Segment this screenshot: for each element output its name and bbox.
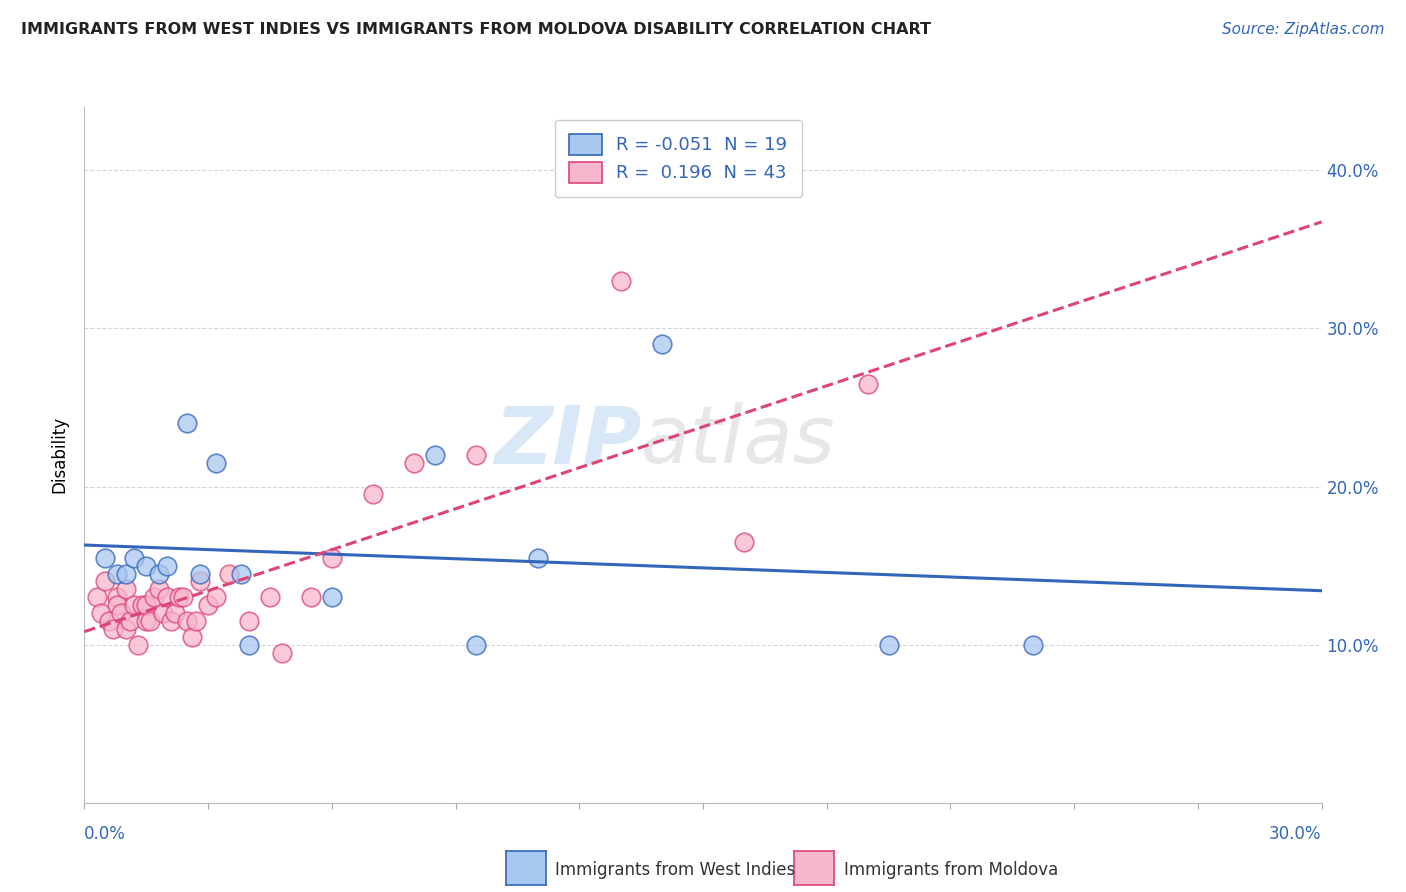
Point xyxy=(856,376,879,391)
Text: IMMIGRANTS FROM WEST INDIES VS IMMIGRANTS FROM MOLDOVA DISABILITY CORRELATION CH: IMMIGRANTS FROM WEST INDIES VS IMMIGRANT… xyxy=(21,22,931,37)
Point xyxy=(143,591,166,605)
Point xyxy=(321,591,343,605)
Point xyxy=(131,598,153,612)
Point xyxy=(105,591,128,605)
Point xyxy=(404,456,426,470)
Point xyxy=(118,614,141,628)
Point xyxy=(176,417,198,431)
Point xyxy=(139,614,162,628)
Point xyxy=(205,591,228,605)
Point xyxy=(877,638,900,652)
Point xyxy=(135,614,157,628)
Point xyxy=(172,591,194,605)
Point xyxy=(122,598,145,612)
Point xyxy=(229,566,252,581)
Point xyxy=(1022,638,1045,652)
Point xyxy=(180,630,202,644)
Point xyxy=(122,550,145,565)
Text: Source: ZipAtlas.com: Source: ZipAtlas.com xyxy=(1222,22,1385,37)
Point xyxy=(188,574,211,589)
Legend: R = -0.051  N = 19, R =  0.196  N = 43: R = -0.051 N = 19, R = 0.196 N = 43 xyxy=(555,120,801,197)
Point xyxy=(423,448,446,462)
Point xyxy=(465,638,488,652)
Point xyxy=(361,487,384,501)
Point xyxy=(188,566,211,581)
Point xyxy=(135,558,157,573)
Point xyxy=(152,606,174,620)
Point xyxy=(135,598,157,612)
Y-axis label: Disability: Disability xyxy=(51,417,69,493)
Point xyxy=(609,274,631,288)
Point xyxy=(160,614,183,628)
Point xyxy=(114,582,136,597)
Point xyxy=(205,456,228,470)
Point xyxy=(94,550,117,565)
Point xyxy=(165,606,187,620)
Text: Immigrants from Moldova: Immigrants from Moldova xyxy=(844,861,1057,879)
Point xyxy=(114,622,136,636)
Text: ZIP: ZIP xyxy=(494,402,641,480)
Point xyxy=(94,574,117,589)
Point xyxy=(110,606,132,620)
Point xyxy=(259,591,281,605)
Point xyxy=(527,550,550,565)
Point xyxy=(733,534,755,549)
Text: 30.0%: 30.0% xyxy=(1270,825,1322,843)
Point xyxy=(148,566,170,581)
Point xyxy=(86,591,108,605)
Point xyxy=(98,614,121,628)
Point xyxy=(238,638,260,652)
Point xyxy=(271,646,294,660)
Point xyxy=(114,566,136,581)
Point xyxy=(103,622,125,636)
Point xyxy=(156,558,179,573)
Point xyxy=(465,448,488,462)
Point xyxy=(148,582,170,597)
Point xyxy=(127,638,149,652)
Point xyxy=(299,591,322,605)
Point xyxy=(321,550,343,565)
Point xyxy=(197,598,219,612)
Point xyxy=(651,337,673,351)
Point xyxy=(167,591,190,605)
Point xyxy=(176,614,198,628)
Text: Immigrants from West Indies: Immigrants from West Indies xyxy=(555,861,796,879)
Text: atlas: atlas xyxy=(641,402,837,480)
Point xyxy=(105,598,128,612)
Point xyxy=(90,606,112,620)
Text: 0.0%: 0.0% xyxy=(84,825,127,843)
Point xyxy=(105,566,128,581)
Point xyxy=(156,591,179,605)
Point xyxy=(218,566,240,581)
Point xyxy=(238,614,260,628)
Point xyxy=(184,614,207,628)
